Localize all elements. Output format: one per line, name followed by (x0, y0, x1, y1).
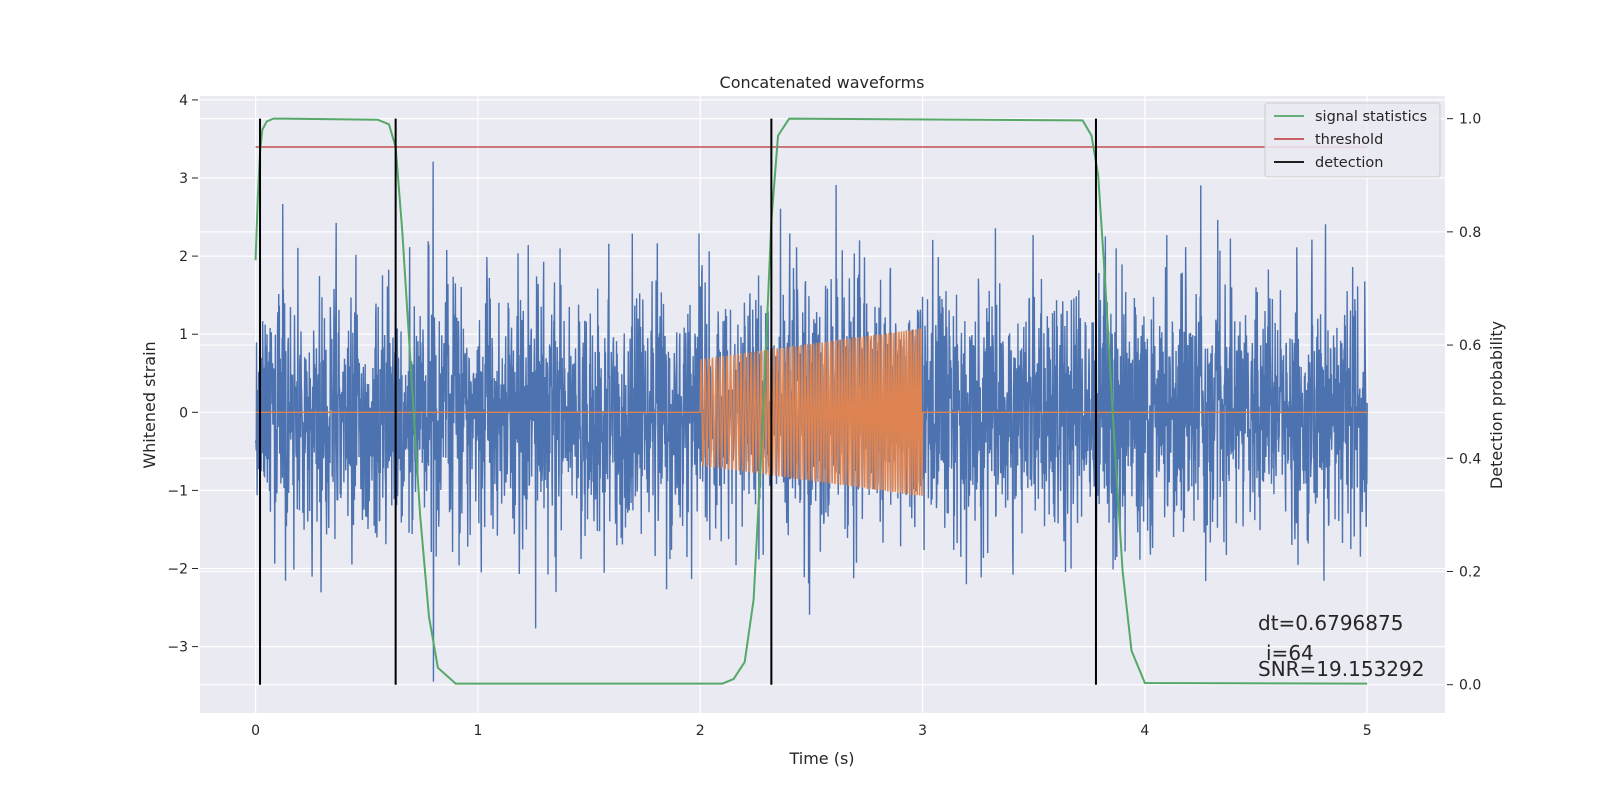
annotation-snr: SNR=19.153292 (1258, 657, 1424, 681)
x-tick-label: 2 (696, 723, 705, 739)
y-tick-label-left: −3 (167, 640, 188, 656)
legend-box (1264, 102, 1441, 178)
y-tick-label-left: 2 (179, 249, 188, 265)
y-tick-label-left: −2 (167, 562, 188, 578)
chart-title: Concatenated waveforms (720, 73, 925, 92)
y-tick-label-left: −1 (167, 483, 188, 499)
data-layer (254, 117, 1368, 685)
signal-statistics-line (254, 117, 1368, 685)
y-tick-label-left: 3 (179, 171, 188, 187)
legend-label-detection: detection (1315, 155, 1383, 171)
y-axis-title-left: Whitened strain (140, 341, 159, 468)
y-tick-label-right: 0.2 (1459, 564, 1481, 580)
y-tick-label-left: 1 (179, 327, 188, 343)
y-tick-label-right: 0.0 (1459, 678, 1481, 694)
y-tick-label-left: 0 (179, 405, 188, 421)
legend-label-threshold: threshold (1315, 132, 1383, 148)
annotation-dt: dt=0.6796875 (1258, 611, 1403, 635)
y-tick-label-right: 0.8 (1459, 225, 1481, 241)
x-tick-label: 0 (251, 723, 260, 739)
y-tick-label-right: 1.0 (1459, 112, 1481, 128)
x-tick-label: 1 (473, 723, 482, 739)
legend: signal statistics threshold detection (1264, 102, 1441, 178)
y-axis-title-right: Detection probability (1487, 321, 1506, 489)
x-tick-label: 3 (918, 723, 927, 739)
x-tick-label: 5 (1363, 723, 1372, 739)
x-tick-label: 4 (1140, 723, 1149, 739)
y-tick-label-right: 0.4 (1459, 451, 1481, 467)
ticks: 0 1 2 3 4 5 −3 −2 −1 0 1 2 3 4 0.0 0.2 0.4 0.6 0.8 1.0 (167, 93, 1481, 739)
injected-waveform-line (255, 328, 1368, 497)
x-axis-title: Time (s) (788, 749, 854, 768)
y-tick-label-left: 4 (179, 93, 188, 109)
annotation-i: i=64 (1266, 641, 1314, 665)
legend-label-signal-statistics: signal statistics (1315, 109, 1427, 125)
y-tick-label-right: 0.6 (1459, 338, 1481, 354)
